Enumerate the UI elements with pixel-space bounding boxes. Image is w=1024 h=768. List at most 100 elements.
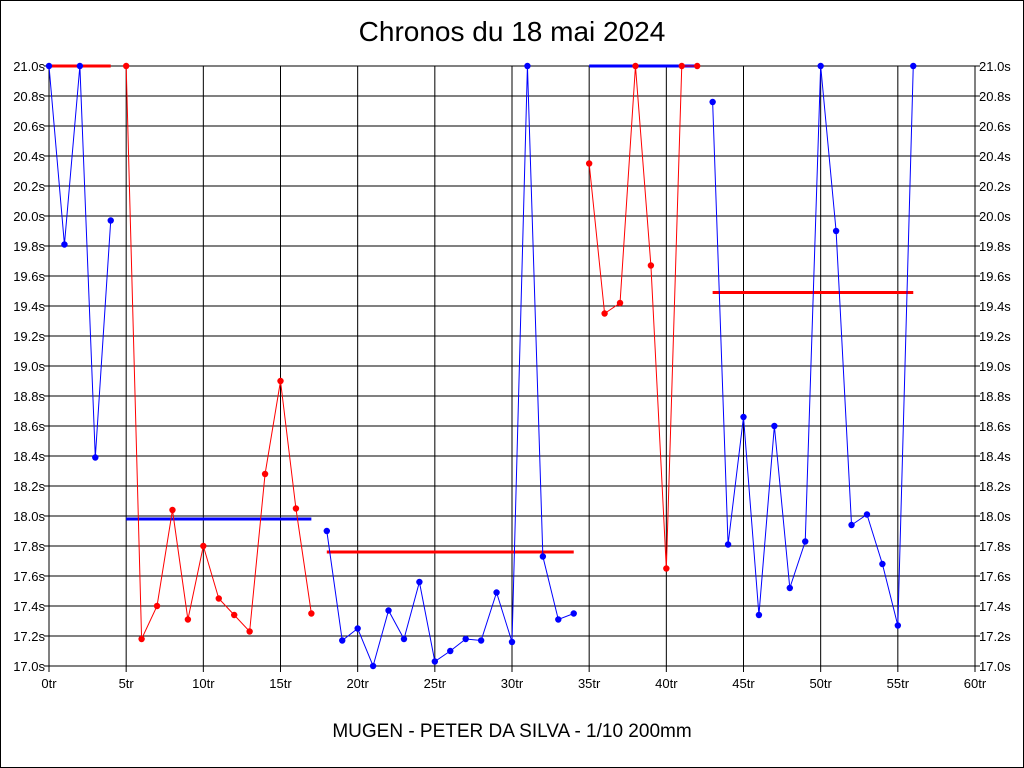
data-point [663, 565, 670, 572]
data-point [76, 62, 84, 70]
data-point [848, 521, 855, 529]
data-point [585, 160, 593, 167]
data-point [678, 62, 685, 70]
grid [44, 65, 980, 672]
data-point [308, 610, 315, 617]
y-tick-label-right: 21.0s [979, 59, 1011, 74]
data-point [400, 635, 408, 643]
y-tick-label-right: 18.4s [979, 449, 1011, 464]
y-tick-label-right: 19.6s [979, 269, 1011, 284]
data-point [894, 622, 902, 629]
data-point [832, 227, 840, 235]
data-point [153, 602, 161, 610]
average-lines [49, 64, 914, 554]
data-point [863, 511, 871, 518]
data-point [755, 611, 763, 619]
data-point [184, 616, 192, 623]
data-point [261, 470, 269, 478]
x-tick-label: 45tr [732, 676, 755, 691]
data-point [632, 62, 639, 70]
x-tick-label: 10tr [192, 676, 215, 691]
y-tick-label-left: 20.0s [13, 209, 45, 224]
data-point [215, 595, 222, 602]
data-point [555, 616, 562, 623]
y-tick-label-right: 17.2s [979, 629, 1011, 644]
data-point [122, 62, 130, 70]
series-line [48, 65, 112, 458]
y-tick-label-left: 18.0s [13, 509, 45, 524]
y-tick-label-left: 19.4s [13, 299, 45, 314]
series-line [125, 65, 312, 640]
y-tick-label-left: 17.0s [13, 659, 45, 674]
y-tick-label-left: 19.2s [13, 329, 45, 344]
data-point [416, 578, 423, 586]
y-tick-label-right: 18.6s [979, 419, 1011, 434]
data-point [138, 635, 145, 643]
data-point [539, 553, 547, 560]
data-point [354, 625, 361, 632]
y-tick-label-left: 17.4s [13, 599, 45, 614]
x-tick-label: 0tr [41, 676, 57, 691]
data-point [169, 506, 176, 514]
x-tick-label: 5tr [119, 676, 135, 691]
data-point [724, 541, 732, 548]
data-point [601, 310, 608, 317]
series [45, 62, 917, 670]
data-point [107, 217, 114, 224]
data-point [92, 454, 99, 461]
y-tick-label-left: 20.8s [13, 89, 45, 104]
data-point [508, 638, 516, 646]
data-point [910, 62, 917, 70]
y-tick-label-right: 20.0s [979, 209, 1011, 224]
y-tick-label-right: 18.8s [979, 389, 1011, 404]
y-tick-label-right: 20.4s [979, 149, 1011, 164]
axis-labels: 17.0s 17.0s 17.2s 17.2s 17.4s 17.4s 17.6s 17.6s… [13, 59, 1011, 691]
y-tick-label-right: 19.2s [979, 329, 1011, 344]
data-point [786, 584, 793, 592]
y-tick-label-right: 18.2s [979, 479, 1011, 494]
data-point [231, 611, 238, 619]
y-tick-label-left: 17.6s [13, 569, 45, 584]
data-point [385, 607, 392, 614]
data-point [709, 98, 716, 106]
data-point [493, 589, 500, 596]
plot-border [48, 65, 976, 667]
x-tick-label: 25tr [424, 676, 447, 691]
x-tick-label: 15tr [269, 676, 292, 691]
series-line [712, 65, 914, 626]
data-point [61, 241, 68, 248]
y-tick-label-right: 17.0s [979, 659, 1011, 674]
y-tick-label-left: 18.4s [13, 449, 45, 464]
data-point [339, 637, 346, 644]
data-point [369, 662, 377, 670]
y-tick-label-right: 17.6s [979, 569, 1011, 584]
y-tick-label-left: 17.8s [13, 539, 45, 554]
x-tick-label: 50tr [809, 676, 832, 691]
data-point [817, 62, 824, 70]
series-line [588, 65, 698, 569]
x-tick-label: 20tr [346, 676, 369, 691]
y-tick-label-right: 17.8s [979, 539, 1011, 554]
y-tick-label-right: 19.4s [979, 299, 1011, 314]
data-point [200, 542, 207, 550]
y-tick-label-right: 19.8s [979, 239, 1011, 254]
x-tick-label: 35tr [578, 676, 601, 691]
data-point [524, 62, 531, 70]
data-point [431, 658, 439, 665]
y-tick-label-left: 18.8s [13, 389, 45, 404]
x-tick-label: 60tr [964, 676, 987, 691]
y-tick-label-left: 20.4s [13, 149, 45, 164]
data-point [616, 299, 624, 307]
y-tick-label-left: 18.2s [13, 479, 45, 494]
y-tick-label-left: 20.6s [13, 119, 45, 134]
y-tick-label-right: 20.6s [979, 119, 1011, 134]
x-tick-label: 55tr [887, 676, 910, 691]
y-tick-label-left: 19.6s [13, 269, 45, 284]
y-tick-label-left: 18.6s [13, 419, 45, 434]
data-point [246, 628, 253, 635]
data-point [277, 377, 284, 385]
y-tick-label-left: 19.8s [13, 239, 45, 254]
chart-subtitle: MUGEN - PETER DA SILVA - 1/10 200mm [332, 721, 692, 742]
data-point [323, 527, 330, 535]
